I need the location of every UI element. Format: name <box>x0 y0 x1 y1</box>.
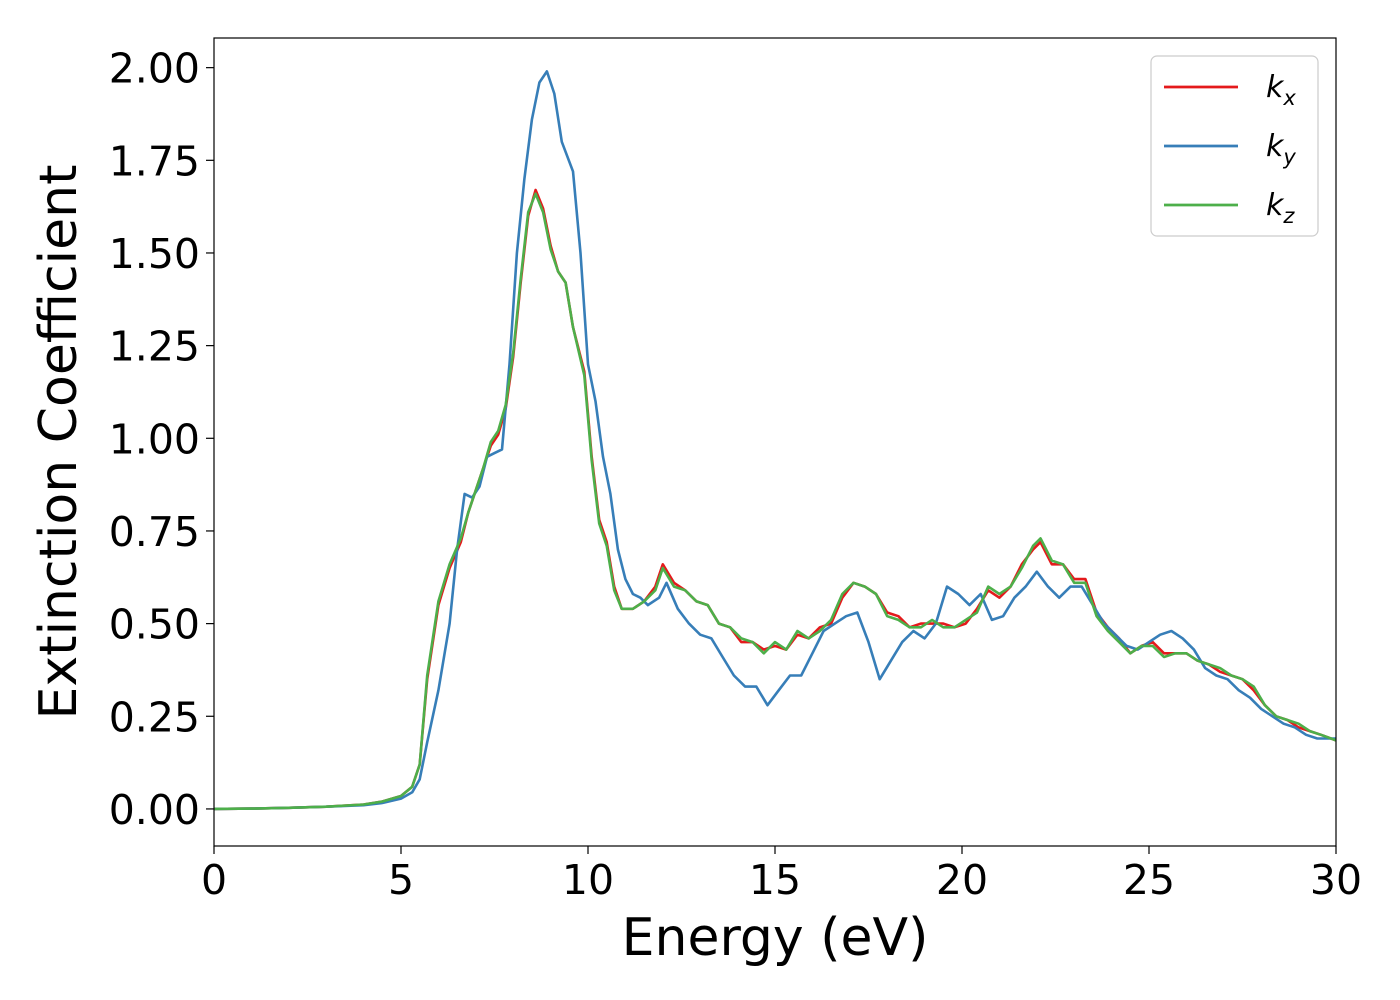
y-tick-label: 1.50 <box>109 230 200 278</box>
x-tick-label: 30 <box>1310 856 1362 904</box>
y-tick-label: 0.25 <box>109 693 200 741</box>
y-tick-label: 1.75 <box>109 137 200 185</box>
x-tick-label: 25 <box>1123 856 1175 904</box>
y-axis: 0.00 0.25 0.50 0.75 1.00 1.25 1.50 1.75 2.00 <box>109 45 214 834</box>
plot-background <box>214 38 1336 846</box>
legend-label-kx: kx <box>1266 70 1296 110</box>
x-tick-label: 5 <box>388 856 414 904</box>
legend-label-ky: ky <box>1266 129 1296 169</box>
y-tick-label: 0.75 <box>109 508 200 556</box>
y-tick-label: 1.00 <box>109 415 200 463</box>
y-tick-label: 0.00 <box>109 786 200 834</box>
y-tick-label: 2.00 <box>109 45 200 93</box>
x-tick-label: 15 <box>749 856 801 904</box>
x-tick-label: 10 <box>562 856 614 904</box>
y-axis-title: Extinction Coefficient <box>29 165 89 720</box>
x-axis-title: Energy (eV) <box>622 908 929 968</box>
x-axis: 0 5 10 15 20 25 30 <box>201 846 1362 904</box>
x-tick-label: 20 <box>936 856 988 904</box>
y-tick-label: 0.50 <box>109 601 200 649</box>
series-line-kz <box>213 192 1337 811</box>
x-tick-label: 0 <box>201 856 227 904</box>
series-layer <box>213 70 1337 811</box>
legend-label-kz: kz <box>1266 188 1295 228</box>
y-tick-label: 1.25 <box>109 323 200 371</box>
legend[interactable]: kx ky kz <box>1150 55 1319 237</box>
series-line-ky <box>213 70 1336 811</box>
